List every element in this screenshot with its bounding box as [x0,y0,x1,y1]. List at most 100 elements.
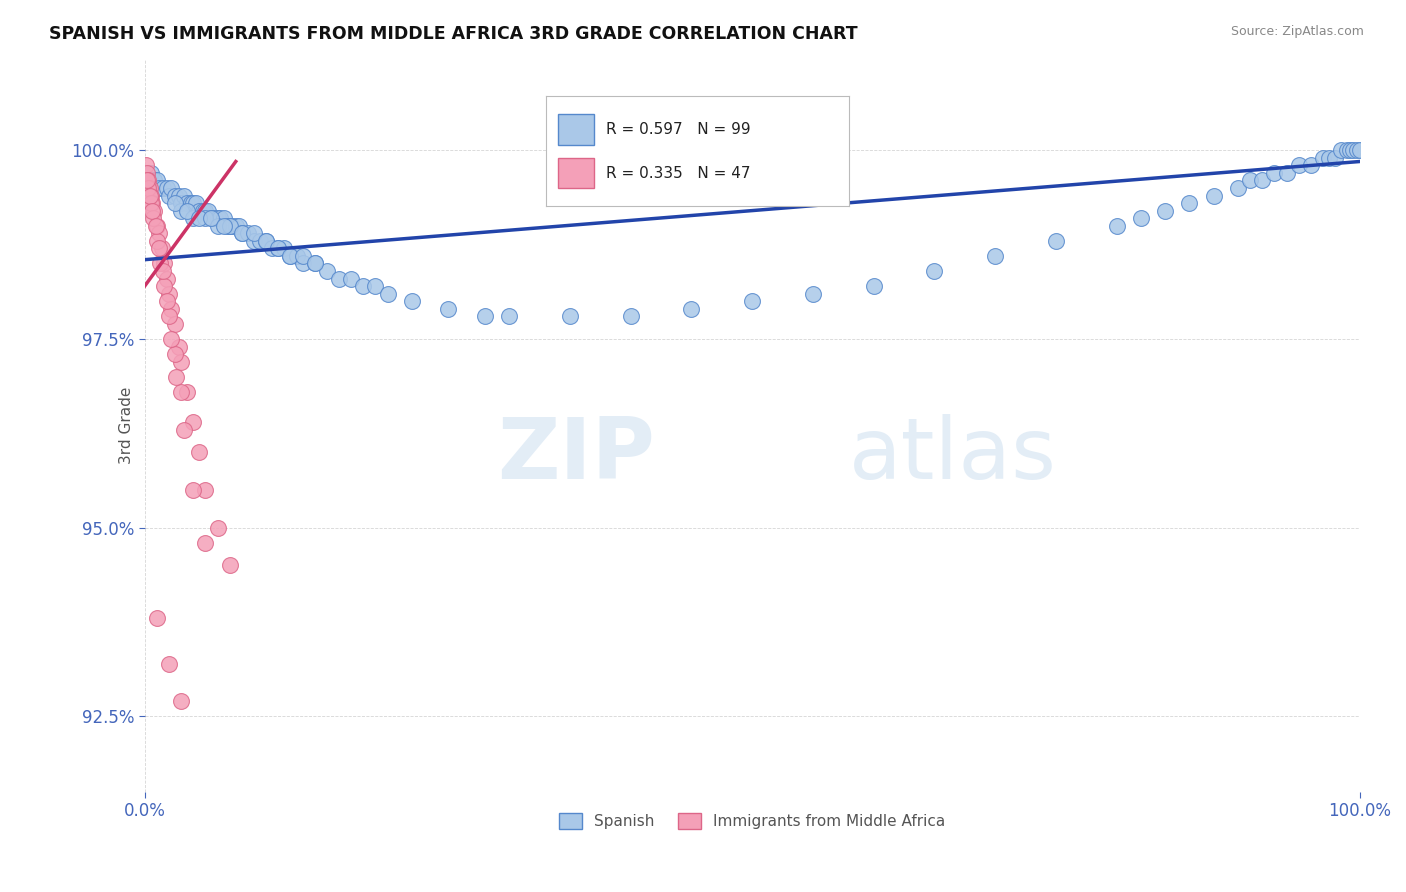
Point [153,279,176,293]
Point [236,226,259,240]
Point [254,234,277,248]
Point [304,256,326,270]
Point [173,188,195,202]
Point [173,423,195,437]
Point [558,310,581,324]
Point [155,181,177,195]
Point [136,173,159,187]
Point [231,226,253,240]
Point [212,219,235,233]
Point [285,249,308,263]
Point [136,166,159,180]
Point [139,196,162,211]
Point [200,211,222,226]
Point [181,415,204,429]
Point [291,256,314,270]
Point [167,339,190,353]
Point [231,226,253,240]
Point [152,264,174,278]
Point [218,219,240,233]
Point [352,279,374,293]
Point [208,211,231,226]
Point [801,286,824,301]
Point [188,211,211,226]
Point [170,354,193,368]
Point [163,317,186,331]
Point [143,173,166,187]
Point [141,203,163,218]
Point [148,226,170,240]
Point [315,264,337,278]
Point [681,301,703,316]
Point [364,279,387,293]
Point [254,234,277,248]
Point [170,384,193,399]
Point [157,657,180,671]
Point [136,181,159,195]
Point [249,234,271,248]
Point [138,181,160,195]
Point [212,211,235,226]
Point [136,173,159,187]
Point [401,294,423,309]
Point [153,256,176,270]
Point [180,196,202,211]
Point [160,181,183,195]
Point [157,310,180,324]
Point [1330,143,1353,157]
Point [1227,181,1250,195]
Point [1336,143,1358,157]
Point [145,219,167,233]
Point [267,241,290,255]
Point [176,384,198,399]
Point [1129,211,1152,226]
Point [150,241,173,255]
Point [194,483,217,497]
Legend: Spanish, Immigrants from Middle Africa: Spanish, Immigrants from Middle Africa [553,807,950,836]
Point [141,196,163,211]
Point [149,256,172,270]
Point [207,219,229,233]
Point [155,271,177,285]
Point [181,196,204,211]
Point [200,211,222,226]
Point [1343,143,1365,157]
Point [1105,219,1128,233]
Point [262,241,284,255]
Point [139,188,162,202]
Point [498,310,520,324]
Point [984,249,1007,263]
Point [157,188,180,202]
Point [377,286,399,301]
Point [1239,173,1261,187]
Point [1154,203,1177,218]
Point [163,347,186,361]
Point [1202,188,1225,202]
Point [620,310,643,324]
Point [267,241,290,255]
Point [221,219,243,233]
Point [340,271,363,285]
Point [170,196,193,211]
Point [163,188,186,202]
Point [741,294,763,309]
Point [143,203,166,218]
Point [1312,151,1334,165]
Point [228,219,250,233]
Point [207,521,229,535]
Point [188,445,211,459]
Point [1317,151,1340,165]
Point [170,203,193,218]
Point [1178,196,1201,211]
Point [1299,158,1322,172]
Point [474,310,496,324]
Point [188,203,211,218]
Point [146,611,169,625]
Point [170,694,193,708]
Point [273,241,295,255]
Point [148,241,170,255]
Point [160,301,183,316]
Point [155,294,177,309]
Point [194,211,217,226]
Point [328,271,350,285]
